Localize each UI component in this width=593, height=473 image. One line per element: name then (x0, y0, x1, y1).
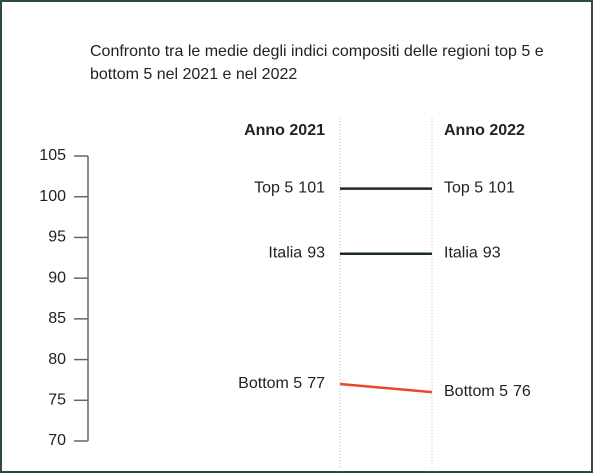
chart-title: Confronto tra le medie degli indici comp… (90, 43, 544, 83)
y-tick-label: 85 (48, 310, 66, 327)
data-label: Top 5 101 (254, 180, 325, 197)
y-tick-label: 75 (48, 392, 66, 409)
series-name: Bottom 5 (238, 375, 302, 392)
series-name: Italia (444, 245, 478, 262)
y-tick-label: 90 (48, 269, 66, 286)
y-tick-label: 100 (39, 188, 66, 205)
column-header: Anno 2021 (244, 122, 325, 139)
value-label: 93 (483, 245, 501, 262)
series-name: Top 5 (444, 180, 483, 197)
series-name: Italia (268, 245, 302, 262)
value-label: 93 (307, 245, 325, 262)
value-label: 101 (298, 180, 325, 197)
data-label: Italia 93 (444, 245, 501, 262)
slope-line (339, 382, 433, 394)
y-tick-label: 70 (48, 432, 66, 449)
y-tick-label: 80 (48, 351, 66, 368)
value-label: 76 (513, 383, 531, 400)
data-label: Top 5 101 (444, 180, 515, 197)
value-label: 101 (488, 180, 515, 197)
series-name: Bottom 5 (444, 383, 508, 400)
y-tick-label: 105 (39, 147, 66, 164)
column-header: Anno 2022 (444, 122, 525, 139)
data-label: Italia 93 (268, 245, 325, 262)
y-tick-label: 95 (48, 229, 66, 246)
series-name: Top 5 (254, 180, 293, 197)
data-label: Bottom 5 76 (444, 383, 531, 400)
value-label: 77 (307, 375, 325, 392)
data-label: Bottom 5 77 (238, 375, 325, 392)
